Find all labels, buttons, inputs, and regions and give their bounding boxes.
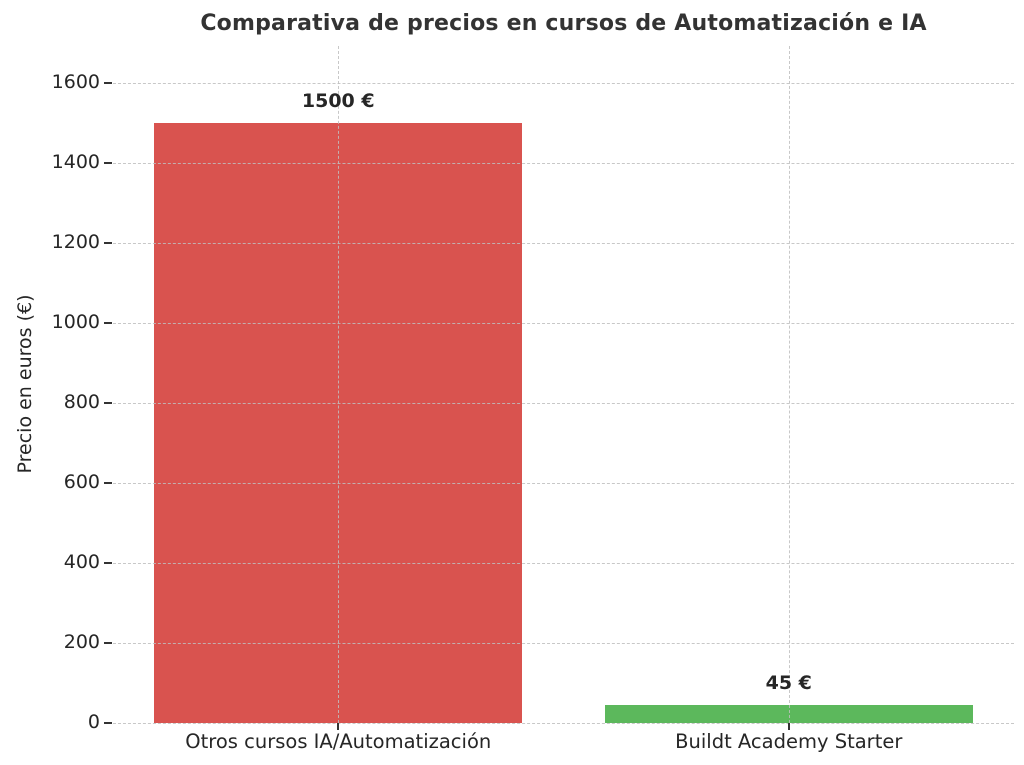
gridline-horizontal <box>113 562 1014 564</box>
gridline-horizontal <box>113 82 1014 84</box>
y-tick-label: 0 <box>87 711 100 733</box>
y-tick-label: 800 <box>63 390 100 413</box>
y-tick-mark <box>104 161 112 164</box>
plot-area: 1500 € 45 € <box>113 46 1014 724</box>
gridline-horizontal <box>113 723 1014 724</box>
x-tick-mark <box>787 723 790 730</box>
y-tick-mark <box>104 401 112 404</box>
y-tick-mark <box>104 241 112 244</box>
y-tick-mark <box>104 561 112 564</box>
y-tick-label: 400 <box>63 550 100 573</box>
y-tick-label: 600 <box>63 470 100 493</box>
bar-2 <box>604 705 973 723</box>
gridline-horizontal <box>113 402 1014 404</box>
gridline-vertical <box>788 46 790 723</box>
gridline-horizontal <box>113 642 1014 644</box>
y-tick-label: 200 <box>63 630 100 653</box>
y-tick-mark <box>104 722 112 724</box>
y-tick-mark <box>104 321 112 324</box>
chart-title: Comparativa de precios en cursos de Auto… <box>200 11 927 36</box>
y-tick-mark <box>104 641 112 644</box>
y-tick-label: 1000 <box>51 310 100 333</box>
bar-value-label: 45 € <box>765 672 812 694</box>
x-tick-label: Otros cursos IA/Automatización <box>185 730 492 753</box>
y-tick-label: 1200 <box>51 230 100 253</box>
x-tick-mark <box>337 723 340 730</box>
y-tick-label: 1600 <box>51 70 100 93</box>
bar-1 <box>154 122 523 723</box>
gridline-horizontal <box>113 482 1014 484</box>
gridline-vertical <box>338 46 340 723</box>
gridline-horizontal <box>113 322 1014 324</box>
y-tick-mark <box>104 81 112 84</box>
gridline-horizontal <box>113 242 1014 244</box>
y-tick-label: 1400 <box>51 150 100 173</box>
bar-value-label: 1500 € <box>301 89 375 112</box>
x-tick-label: Buildt Academy Starter <box>675 730 903 753</box>
y-tick-mark <box>104 481 112 484</box>
gridline-horizontal <box>113 162 1014 164</box>
